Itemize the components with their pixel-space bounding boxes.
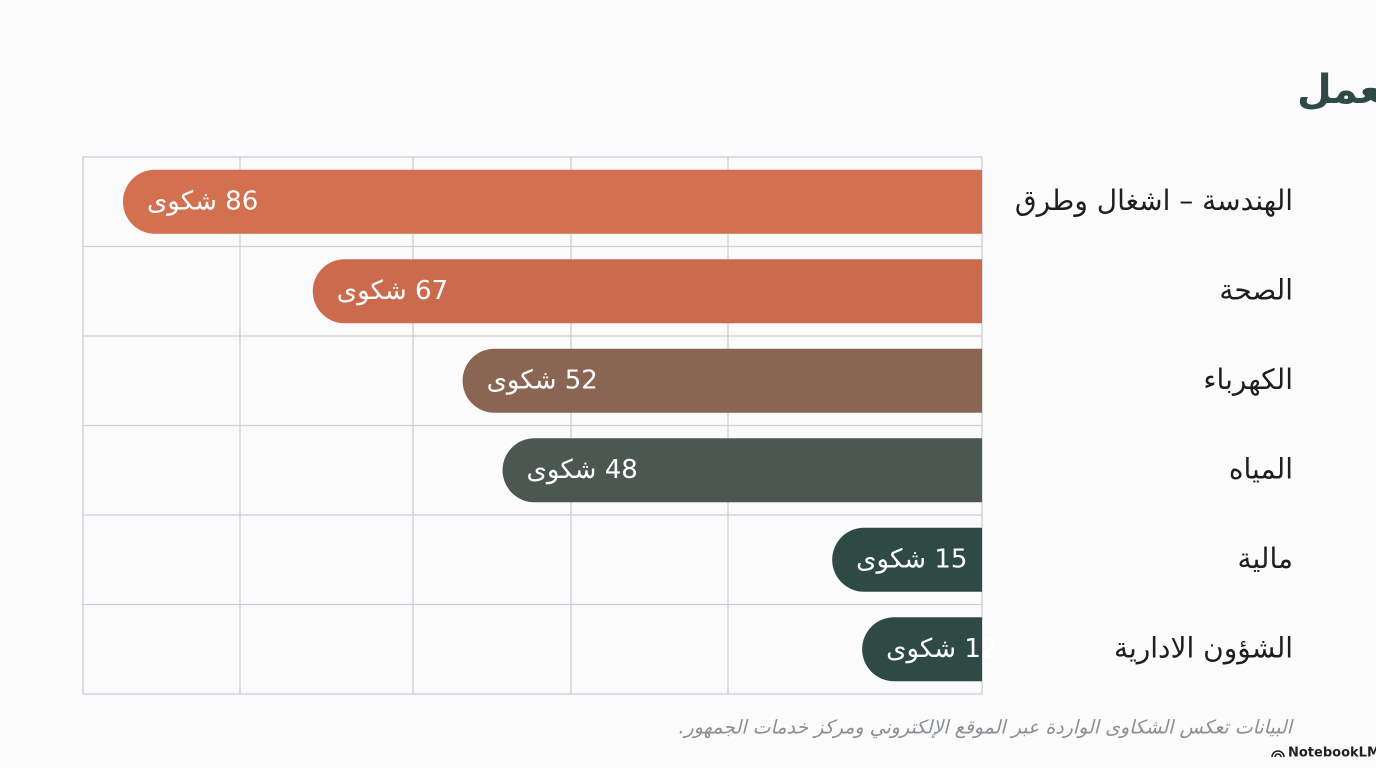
value-label: 12 شكوى (886, 634, 997, 664)
category-label: الهندسة – اشغال وطرق (1015, 184, 1293, 217)
value-label: 48 شكوى (527, 455, 638, 485)
bar (462, 348, 983, 413)
category-label: مالية (1237, 542, 1293, 575)
category-label: الصحة (1219, 273, 1293, 306)
grid (82, 156, 983, 695)
watermark-group: NotebookLM (1271, 746, 1376, 761)
watermark-icon (1271, 750, 1285, 758)
bar (122, 169, 982, 234)
watermark: NotebookLM (1288, 746, 1376, 761)
bar (832, 527, 982, 592)
bar (502, 438, 982, 503)
category-label: الكهرباء (1203, 363, 1293, 396)
value-label: 86 شكوى (147, 186, 258, 216)
bar (312, 259, 982, 324)
value-label: 52 شكوى (487, 365, 598, 395)
value-label: 67 شكوى (337, 276, 448, 306)
value-label: 15 شكوى (856, 544, 967, 574)
chart-title: ترتيب القطاعات حسب ضغط العمل (1297, 67, 1376, 113)
footnote: البيانات تعكس الشكاوى الواردة عبر الموقع… (679, 717, 1295, 739)
bar (862, 617, 982, 682)
category-label: المياه (1229, 452, 1293, 485)
category-label: الشؤون الادارية (1114, 631, 1293, 664)
